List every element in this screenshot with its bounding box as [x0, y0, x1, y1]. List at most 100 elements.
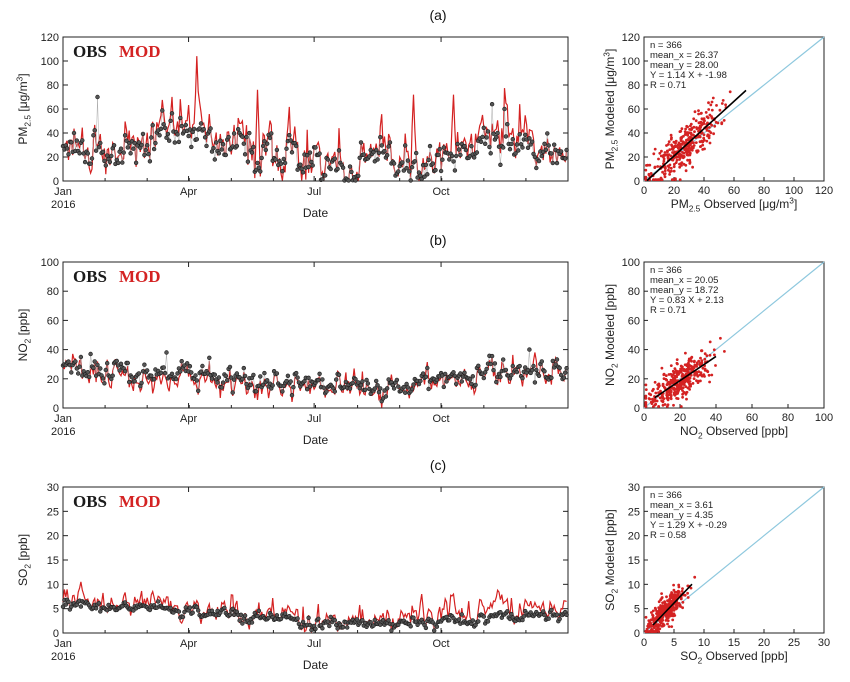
scatter-point: [679, 385, 683, 389]
scatter-point: [684, 379, 688, 383]
scatter-point: [686, 591, 689, 595]
scatter-point: [666, 398, 670, 402]
scatter-point: [692, 144, 696, 147]
scatter-point: [651, 397, 654, 401]
obs-point: [316, 616, 321, 621]
y-tick-label: 100: [41, 257, 59, 269]
obs-point: [85, 151, 91, 156]
scatter-point: [683, 130, 687, 134]
scatter-point: [658, 396, 662, 400]
obs-point: [389, 628, 394, 633]
scatter-point: [673, 392, 677, 395]
obs-point: [455, 141, 460, 147]
scatter-point: [678, 143, 681, 147]
obs-point: [324, 389, 329, 394]
obs-point: [121, 150, 126, 155]
obs-point: [242, 152, 248, 157]
obs-point: [282, 611, 288, 616]
scatter-point: [644, 394, 648, 398]
scatter-point: [672, 145, 676, 149]
obs-point: [167, 138, 172, 143]
scatter-point: [686, 138, 690, 141]
obs-point: [289, 393, 295, 398]
scatter-point: [661, 618, 665, 622]
obs-point: [102, 381, 107, 386]
obs-point: [133, 160, 139, 166]
y-tick-label: 0: [53, 176, 59, 188]
obs-point: [425, 365, 430, 371]
scatter-point: [688, 376, 692, 380]
obs-point: [187, 127, 193, 132]
obs-point: [510, 137, 515, 142]
scatter-point: [692, 117, 696, 121]
obs-point: [474, 150, 480, 155]
x-tick-label: 20: [668, 185, 680, 197]
scatter-point: [692, 366, 696, 370]
obs-point: [284, 146, 289, 151]
x-tick-label: 100: [815, 412, 833, 424]
obs-point: [164, 135, 169, 140]
obs-point: [345, 625, 350, 630]
scatter-point: [667, 143, 670, 146]
scatter-point: [670, 625, 674, 628]
scatter-point: [681, 140, 685, 144]
obs-point: [142, 362, 147, 367]
obs-point: [430, 161, 435, 166]
obs-point: [525, 145, 531, 151]
scatter-point: [705, 354, 709, 358]
obs-point: [469, 381, 474, 387]
obs-point: [207, 355, 212, 360]
scatter-point: [664, 602, 667, 606]
obs-point: [230, 390, 235, 395]
obs-point: [514, 369, 520, 375]
scatter-point: [652, 152, 656, 156]
y-tick-label: 30: [47, 482, 59, 494]
obs-point: [350, 380, 355, 386]
obs-point: [400, 160, 405, 165]
obs-point: [394, 377, 400, 383]
obs-point: [509, 141, 514, 147]
obs-point: [201, 126, 206, 132]
x-tick-label: Jul: [307, 186, 321, 198]
obs-point: [328, 614, 333, 620]
obs-point: [532, 154, 538, 160]
obs-point: [520, 376, 525, 381]
obs-point: [150, 122, 155, 128]
scatter-point: [648, 163, 652, 167]
obs-point: [440, 157, 445, 162]
obs-point: [489, 353, 495, 359]
obs-point: [149, 135, 154, 140]
obs-point: [282, 160, 288, 166]
obs-point: [405, 385, 411, 390]
scatter-point: [685, 153, 689, 157]
obs-point: [249, 620, 255, 625]
obs-point: [554, 160, 560, 166]
obs-point: [259, 155, 264, 161]
scatter-point: [707, 129, 711, 133]
obs-point: [356, 380, 361, 385]
obs-point: [505, 121, 510, 127]
scatter-point: [666, 381, 670, 385]
scatter-point: [689, 373, 693, 377]
x-tick-label: Oct: [432, 638, 449, 650]
scatter-point: [688, 158, 692, 162]
scatter-point: [651, 609, 655, 613]
scatter-point: [645, 627, 649, 631]
obs-point: [386, 144, 391, 149]
scatter-point: [703, 367, 707, 371]
scatter-point: [706, 116, 710, 120]
obs-point: [412, 159, 417, 164]
obs-point: [480, 134, 485, 140]
scatter-point: [692, 146, 695, 150]
obs-point: [320, 626, 325, 631]
y-tick-label: 120: [622, 32, 640, 44]
y-tick-label: 20: [628, 152, 640, 164]
scatter-point: [669, 166, 673, 170]
scatter-point: [686, 131, 690, 134]
obs-point: [251, 144, 256, 150]
obs-point: [481, 125, 486, 131]
obs-point: [131, 146, 136, 151]
scatter-point: [653, 165, 657, 169]
